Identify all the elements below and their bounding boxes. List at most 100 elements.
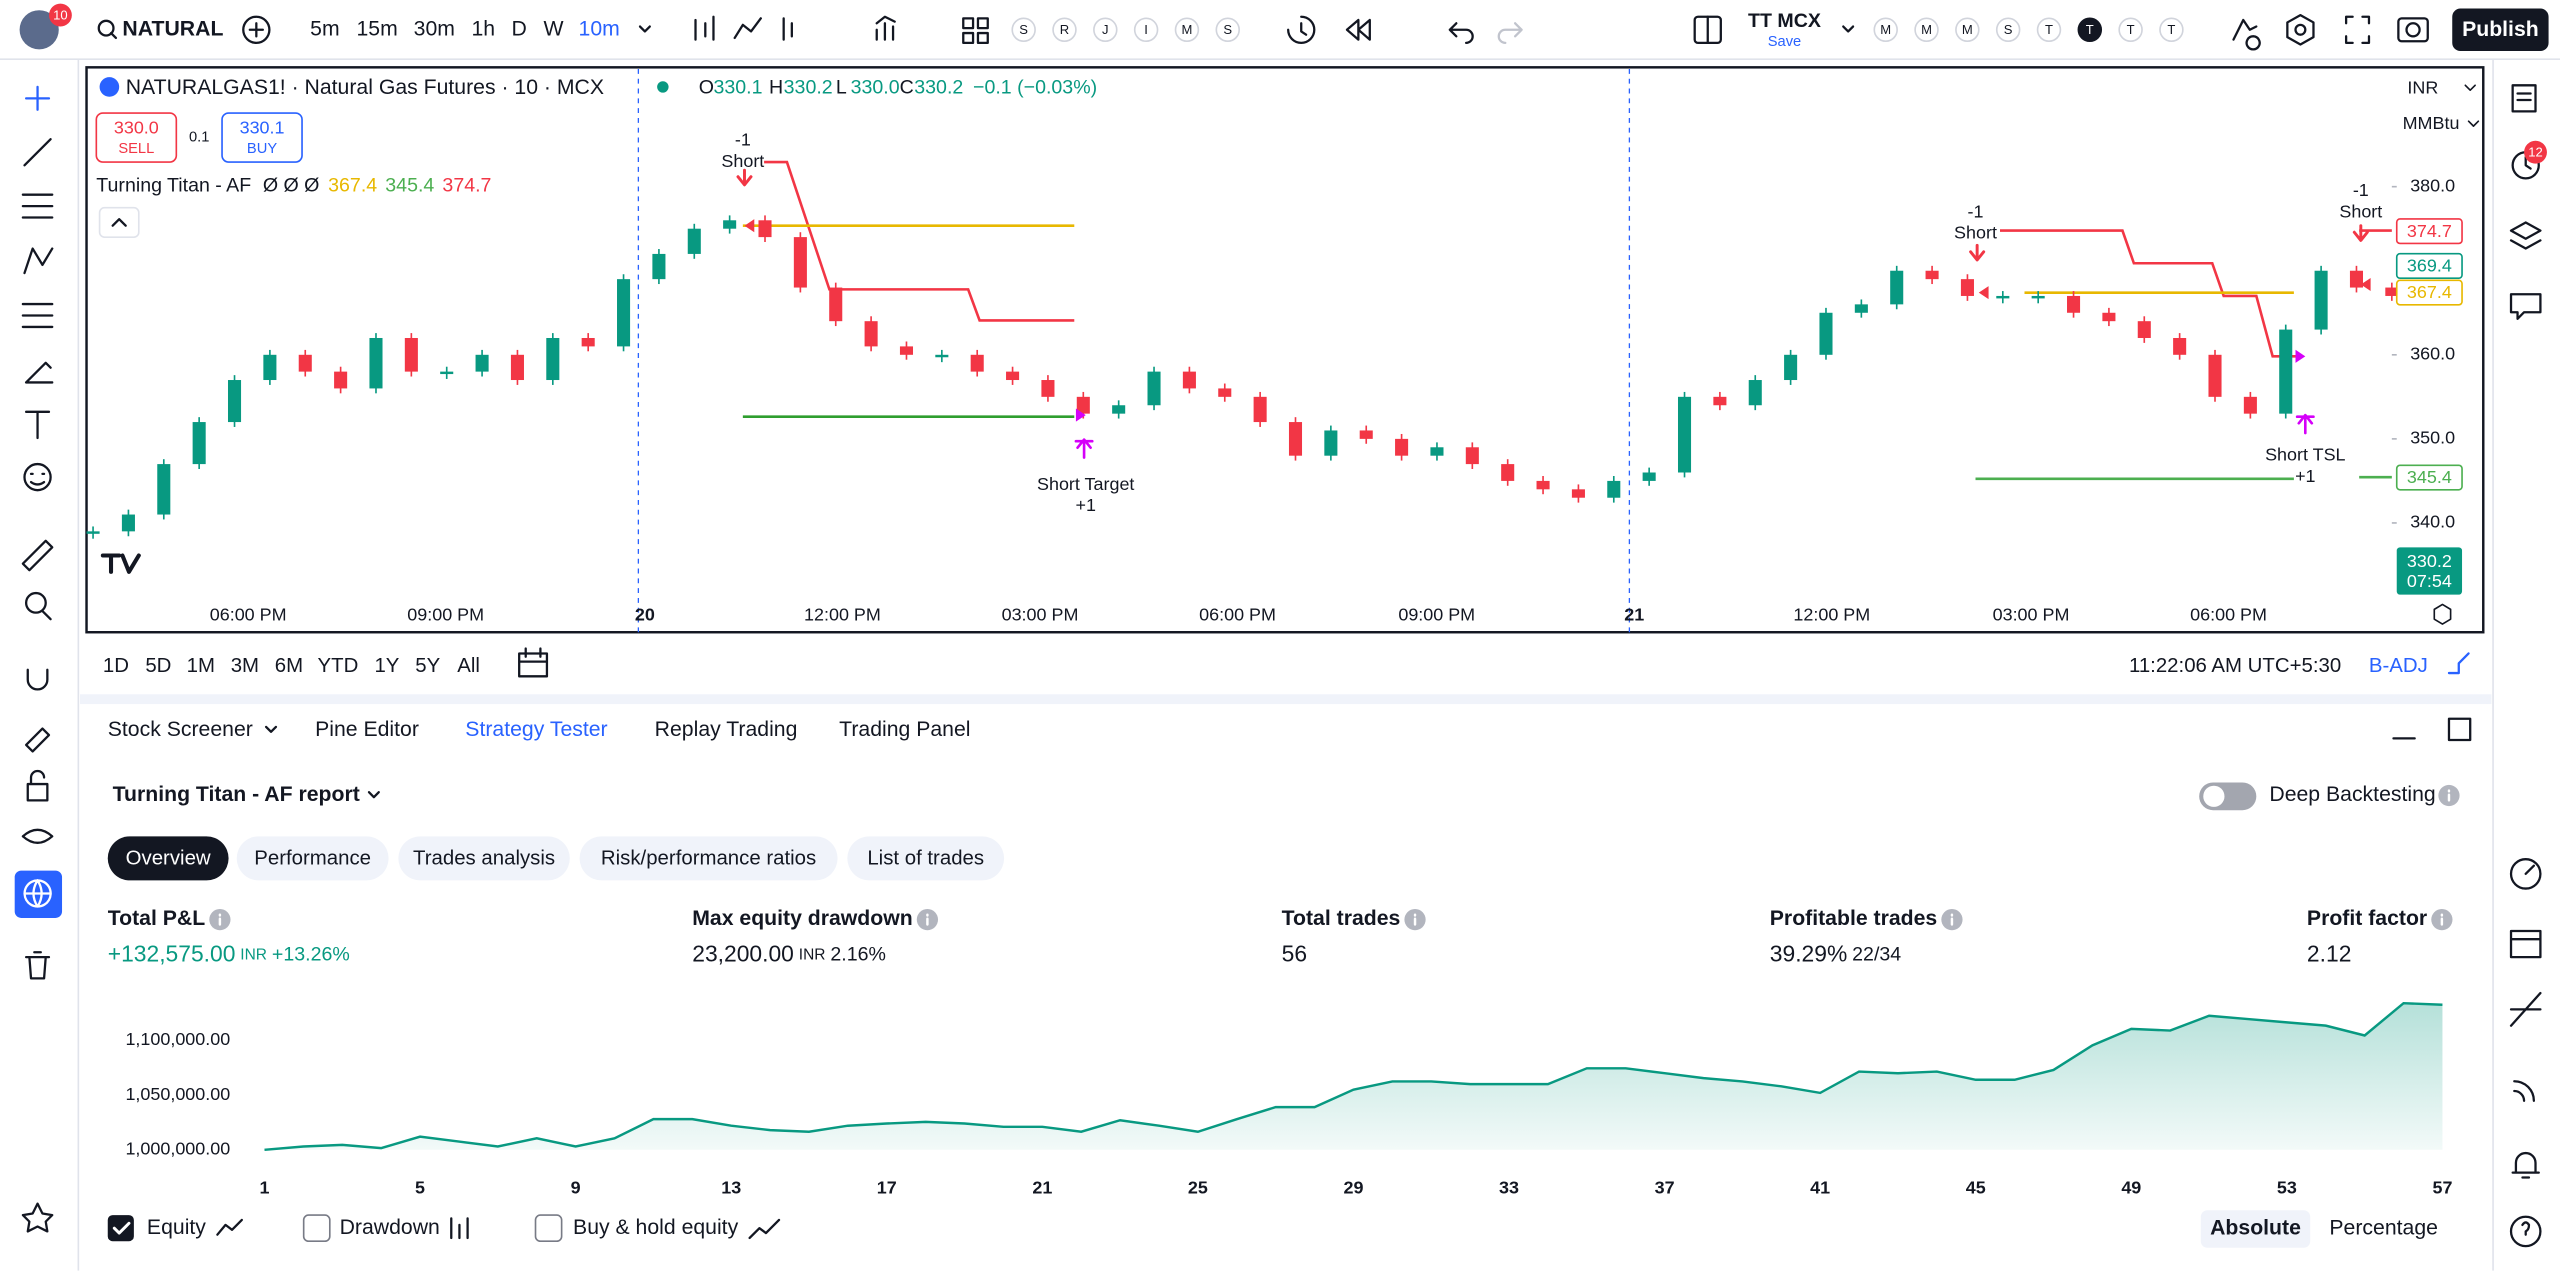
session-button[interactable]: S bbox=[2004, 22, 2013, 37]
range-button[interactable]: 3M bbox=[231, 655, 259, 677]
buy-price[interactable]: 330.1 bbox=[240, 117, 285, 137]
trade-label: +1 bbox=[1075, 495, 1095, 515]
chart-title: NATURALGAS1! · Natural Gas Futures · 10 … bbox=[126, 76, 604, 99]
panel-tab[interactable]: Replay Trading bbox=[655, 718, 798, 741]
currency[interactable]: INR bbox=[2407, 77, 2438, 97]
axis-settings bbox=[2433, 603, 2452, 625]
candle bbox=[2208, 354, 2222, 397]
candle bbox=[687, 228, 701, 254]
range-button[interactable]: 6M bbox=[275, 655, 303, 677]
sell-label[interactable]: SELL bbox=[118, 141, 154, 157]
quick-button[interactable]: J bbox=[1102, 22, 1109, 37]
interval[interactable]: 5m bbox=[310, 17, 339, 40]
tool-icon bbox=[24, 951, 51, 980]
session-button[interactable]: M bbox=[1880, 22, 1891, 37]
buy-button[interactable] bbox=[221, 112, 303, 163]
candle bbox=[334, 371, 348, 389]
subtab-pill[interactable] bbox=[579, 836, 838, 881]
interval[interactable]: 1h bbox=[471, 17, 495, 40]
buy-label[interactable]: BUY bbox=[247, 141, 277, 157]
panel-tab[interactable]: Strategy Tester bbox=[465, 718, 607, 741]
panel-tab[interactable]: Stock Screener bbox=[108, 718, 253, 741]
quick-circle bbox=[1052, 17, 1077, 43]
subtab-pill[interactable] bbox=[847, 836, 1005, 881]
candle bbox=[1465, 447, 1479, 465]
range-button[interactable]: 5D bbox=[145, 655, 171, 677]
subtab-pill[interactable] bbox=[236, 836, 389, 881]
interval[interactable]: D bbox=[512, 17, 527, 40]
checkbox[interactable] bbox=[302, 1214, 331, 1243]
subtab[interactable]: Risk/performance ratios bbox=[601, 848, 816, 870]
session-button[interactable]: T bbox=[2045, 22, 2053, 37]
range-button[interactable]: 5Y bbox=[415, 655, 440, 677]
subtab[interactable]: Performance bbox=[254, 848, 371, 870]
checkbox[interactable] bbox=[107, 1215, 134, 1242]
layout-name[interactable]: TT MCX bbox=[1748, 10, 1821, 32]
add-icon bbox=[248, 22, 265, 38]
symbol[interactable]: NATURAL bbox=[122, 17, 223, 40]
panel-tab[interactable]: Pine Editor bbox=[315, 718, 419, 741]
mode-active[interactable] bbox=[2200, 1210, 2311, 1248]
candle bbox=[1430, 447, 1444, 456]
badge bbox=[48, 3, 72, 27]
interval[interactable]: 30m bbox=[414, 17, 455, 40]
quick-button[interactable]: M bbox=[1182, 22, 1193, 37]
session-button[interactable]: T bbox=[2086, 22, 2094, 37]
panel-tab[interactable]: Trading Panel bbox=[839, 718, 970, 741]
range-button[interactable]: 1M bbox=[187, 655, 215, 677]
interval[interactable]: 15m bbox=[357, 17, 398, 40]
mode-button[interactable]: Absolute bbox=[2210, 1217, 2301, 1240]
quick-button[interactable]: S bbox=[1223, 22, 1232, 37]
report-title[interactable]: Turning Titan - AF report bbox=[113, 783, 360, 806]
x-tick-label: 33 bbox=[1499, 1178, 1519, 1198]
subtab[interactable]: Trades analysis bbox=[413, 848, 555, 870]
publish-button[interactable] bbox=[2452, 8, 2549, 52]
session-button[interactable]: T bbox=[2127, 22, 2135, 37]
price-tag bbox=[2395, 464, 2463, 491]
session-circle bbox=[1955, 17, 1980, 43]
publish-label[interactable]: Publish bbox=[2462, 18, 2539, 41]
quick-button[interactable]: R bbox=[1060, 22, 1069, 37]
side-icon bbox=[2509, 991, 2542, 1027]
collapse-button[interactable] bbox=[98, 206, 140, 238]
metric-value: 23,200.00 INR 2.16% bbox=[692, 941, 886, 967]
range-button[interactable]: YTD bbox=[318, 655, 359, 677]
x-tick-label: 53 bbox=[2277, 1178, 2297, 1198]
sell-button[interactable] bbox=[95, 112, 178, 163]
session-button[interactable]: T bbox=[2167, 22, 2175, 37]
range-button[interactable]: All bbox=[457, 655, 480, 677]
sell-arrow bbox=[2352, 224, 2369, 242]
unit[interactable]: MMBtu bbox=[2403, 113, 2460, 133]
equity-line bbox=[264, 1001, 2443, 1152]
candle bbox=[2314, 270, 2328, 330]
y-tick-label: 380.0 bbox=[2410, 175, 2455, 195]
tool-icon bbox=[26, 769, 49, 802]
session-circle bbox=[1995, 17, 2021, 43]
adjustment[interactable]: B-ADJ bbox=[2369, 655, 2428, 677]
interval[interactable]: W bbox=[543, 17, 563, 40]
candle bbox=[157, 464, 171, 515]
search-icon bbox=[97, 19, 115, 37]
candle bbox=[1501, 464, 1515, 481]
subtab[interactable]: List of trades bbox=[867, 848, 984, 870]
metric-label: Max equity drawdown bbox=[692, 907, 912, 930]
interval[interactable]: 10m bbox=[579, 17, 620, 40]
save-link[interactable]: Save bbox=[1768, 34, 1801, 50]
candle bbox=[617, 279, 631, 347]
range-button[interactable]: 1Y bbox=[374, 655, 399, 677]
subtab-pill[interactable] bbox=[398, 836, 570, 881]
legend-label: Drawdown bbox=[340, 1216, 440, 1239]
quick-button[interactable]: S bbox=[1019, 22, 1028, 37]
sell-price[interactable]: 330.0 bbox=[114, 117, 159, 137]
indicator-value: 374.7 bbox=[442, 175, 491, 197]
session-button[interactable]: M bbox=[1962, 22, 1973, 37]
session-button[interactable]: M bbox=[1921, 22, 1932, 37]
range-button[interactable]: 1D bbox=[103, 655, 129, 677]
subtab[interactable]: Overview bbox=[126, 848, 211, 870]
candle bbox=[510, 354, 524, 381]
candle bbox=[1642, 472, 1656, 481]
mode-button[interactable]: Percentage bbox=[2329, 1217, 2438, 1240]
quick-button[interactable]: I bbox=[1144, 22, 1148, 37]
checkbox[interactable] bbox=[534, 1214, 563, 1243]
subtab-pill[interactable] bbox=[107, 836, 229, 881]
